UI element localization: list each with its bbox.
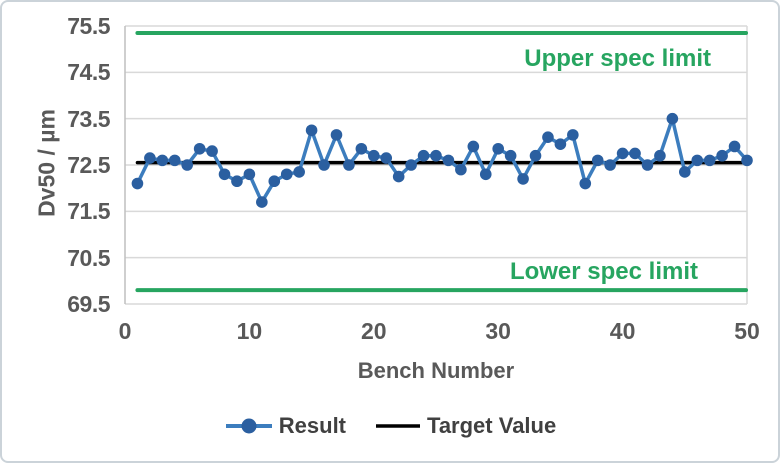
result-marker xyxy=(305,124,318,137)
target-line-icon xyxy=(376,424,421,428)
upper-spec-limit-label: Upper spec limit xyxy=(524,45,711,72)
result-marker xyxy=(268,175,281,188)
result-marker xyxy=(504,149,517,162)
y-tick-label: 70.5 xyxy=(67,244,110,271)
result-marker xyxy=(654,149,666,162)
result-marker xyxy=(716,149,728,162)
result-marker xyxy=(492,142,505,155)
result-marker xyxy=(542,131,554,143)
result-marker xyxy=(641,159,654,171)
result-marker xyxy=(330,129,343,141)
result-marker xyxy=(231,175,243,188)
result-marker xyxy=(679,166,691,178)
legend: Result Target Value xyxy=(2,413,778,439)
y-tick-label: 73.5 xyxy=(67,105,110,132)
result-marker xyxy=(666,112,679,125)
result-marker xyxy=(181,159,193,171)
x-tick-label: 30 xyxy=(485,318,511,344)
result-marker xyxy=(156,154,169,167)
result-marker xyxy=(280,168,293,181)
legend-label-target: Target Value xyxy=(427,413,557,438)
y-tick-label: 72.5 xyxy=(67,152,110,178)
result-marker xyxy=(430,149,442,162)
result-marker xyxy=(318,159,330,171)
result-marker xyxy=(368,149,380,162)
result-marker xyxy=(218,168,231,181)
x-axis-title: Bench Number xyxy=(357,358,515,383)
legend-item-target: Target Value xyxy=(374,413,556,439)
result-marker xyxy=(554,138,567,150)
result-marker xyxy=(703,154,716,167)
result-marker xyxy=(417,149,430,162)
result-marker xyxy=(579,177,592,190)
result-marker xyxy=(392,170,405,183)
result-marker xyxy=(206,145,218,157)
result-marker xyxy=(604,159,616,171)
result-marker xyxy=(343,159,355,171)
lower-spec-limit-label: Lower spec limit xyxy=(509,258,698,285)
result-marker xyxy=(380,152,393,164)
result-marker xyxy=(144,152,156,164)
legend-item-result: Result xyxy=(224,413,346,439)
x-tick-label: 0 xyxy=(118,318,132,344)
result-marker xyxy=(629,147,641,160)
y-tick-label: 71.5 xyxy=(67,198,110,225)
result-marker xyxy=(193,142,206,155)
result-marker xyxy=(591,154,604,167)
result-marker xyxy=(529,149,542,162)
y-tick-label: 75.5 xyxy=(67,13,110,39)
result-marker xyxy=(243,168,256,181)
result-marker xyxy=(479,168,492,181)
x-tick-label: 50 xyxy=(734,318,760,344)
result-line-marker-icon xyxy=(225,418,272,434)
y-axis-title: Dv50 / µm xyxy=(33,109,60,217)
result-marker xyxy=(455,163,467,176)
result-marker xyxy=(131,177,144,190)
x-tick-label: 10 xyxy=(236,318,263,344)
result-marker xyxy=(467,140,480,153)
result-series-line xyxy=(135,116,749,204)
result-marker xyxy=(256,196,268,208)
result-marker xyxy=(741,154,753,167)
result-marker xyxy=(517,173,529,185)
result-marker xyxy=(616,147,629,160)
y-tick-label: 69.5 xyxy=(67,291,110,317)
x-tick-label: 20 xyxy=(361,318,387,344)
result-marker xyxy=(355,142,368,155)
legend-label-result: Result xyxy=(278,413,347,438)
result-marker xyxy=(168,154,181,167)
result-marker xyxy=(442,154,455,167)
y-tick-label: 74.5 xyxy=(67,59,110,86)
result-marker xyxy=(405,159,417,171)
result-marker xyxy=(293,166,305,178)
x-tick-label: 40 xyxy=(609,318,636,344)
result-marker xyxy=(728,140,741,153)
result-marker xyxy=(567,129,579,141)
result-marker xyxy=(691,154,704,167)
